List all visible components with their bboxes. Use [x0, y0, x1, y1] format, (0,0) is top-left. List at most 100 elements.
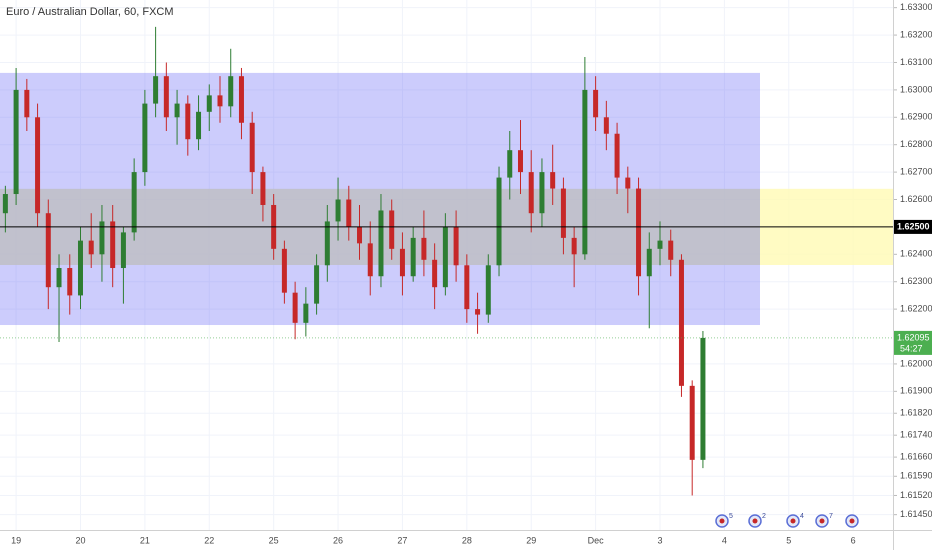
- candle-body: [550, 172, 556, 189]
- y-tick-label: 1.61900: [900, 386, 932, 396]
- candle-body: [2, 194, 8, 214]
- candle-body: [238, 76, 244, 123]
- candle-body: [528, 172, 534, 214]
- candle-body: [185, 103, 191, 140]
- y-tick-label: 1.62000: [900, 358, 932, 368]
- candle-body: [217, 95, 223, 107]
- candle-body: [410, 237, 416, 277]
- candle-body: [13, 89, 19, 195]
- y-tick-label: 1.62200: [900, 303, 932, 313]
- y-tick-label: 1.62300: [900, 276, 932, 286]
- candle-body: [442, 226, 448, 288]
- x-tick-label: 28: [462, 535, 472, 545]
- x-tick-label: 3: [657, 535, 662, 545]
- candle-body: [571, 237, 577, 255]
- candle-body: [367, 243, 373, 277]
- candle-body: [657, 240, 663, 249]
- candle-body: [45, 213, 51, 288]
- candle-body: [603, 117, 609, 134]
- candle-body: [153, 76, 159, 104]
- x-tick-label: Dec: [588, 535, 605, 545]
- candle-body: [539, 172, 545, 214]
- x-tick-label: 19: [11, 535, 21, 545]
- candle-body: [625, 177, 631, 189]
- candle-body: [35, 117, 41, 214]
- x-tick-label: 25: [269, 535, 279, 545]
- candle-body: [560, 188, 566, 238]
- candle-body: [646, 248, 652, 277]
- candle-body: [475, 309, 481, 315]
- candle-body: [99, 221, 105, 255]
- y-tick-label: 1.61590: [900, 471, 932, 481]
- candle-body: [636, 188, 642, 277]
- event-icon-dot: [849, 518, 855, 524]
- event-icon-dot: [719, 518, 725, 524]
- candle-body: [324, 221, 330, 266]
- y-tick-label: 1.61660: [900, 451, 932, 461]
- x-tick-label: 26: [333, 535, 343, 545]
- y-tick-label: 1.62400: [900, 249, 932, 259]
- y-tick-label: 1.61740: [900, 430, 932, 440]
- y-tick-label: 1.62900: [900, 112, 932, 122]
- candle-body: [593, 89, 599, 118]
- candle-body: [110, 221, 116, 269]
- candle-body: [485, 265, 491, 315]
- y-tick-label: 1.62600: [900, 194, 932, 204]
- event-icon-dot: [819, 518, 825, 524]
- candle-body: [614, 133, 620, 178]
- candle-body: [700, 337, 706, 460]
- event-count: 5: [729, 513, 733, 520]
- x-tick-label: 4: [722, 535, 727, 545]
- candle-body: [517, 150, 523, 173]
- candle-body: [378, 210, 384, 277]
- x-tick-label: 22: [204, 535, 214, 545]
- candle-body: [249, 122, 255, 173]
- y-tick-label: 1.61520: [900, 490, 932, 500]
- candle-body: [432, 259, 438, 288]
- hline-label-box: [893, 219, 932, 234]
- candle-body: [292, 292, 298, 323]
- candle-body: [67, 268, 73, 296]
- candle-body: [303, 303, 309, 323]
- candle-body: [206, 95, 212, 112]
- event-icon-dot: [790, 518, 796, 524]
- candle-body: [496, 177, 502, 266]
- y-tick-label: 1.63200: [900, 29, 932, 39]
- candle-body: [507, 150, 513, 178]
- candle-body: [120, 232, 126, 269]
- y-tick-label: 1.63000: [900, 84, 932, 94]
- candle-body: [56, 268, 62, 288]
- candle-body: [389, 210, 395, 249]
- candle-body: [335, 199, 341, 222]
- candle-body: [228, 76, 234, 107]
- candle-body: [131, 172, 137, 233]
- candle-body: [260, 172, 266, 205]
- y-tick-label: 1.61450: [900, 509, 932, 519]
- candle-body: [88, 240, 94, 255]
- candle-body: [196, 111, 202, 140]
- y-tick-label: 1.63100: [900, 57, 932, 67]
- y-tick-label: 1.62700: [900, 166, 932, 176]
- candle-body: [346, 199, 352, 227]
- event-icon-dot: [752, 518, 758, 524]
- candle-body: [399, 248, 405, 277]
- x-tick-label: 20: [75, 535, 85, 545]
- candle-body: [421, 237, 427, 260]
- y-tick-label: 1.61820: [900, 408, 932, 418]
- candle-body: [142, 103, 148, 173]
- event-count: 2: [762, 513, 766, 520]
- event-count: 7: [829, 513, 833, 520]
- candle-body: [453, 226, 459, 266]
- x-tick-label: 6: [851, 535, 856, 545]
- x-tick-label: 29: [526, 535, 536, 545]
- y-tick-label: 1.63300: [900, 2, 932, 12]
- candle-body: [314, 265, 320, 304]
- last-price-box: [893, 330, 932, 355]
- countdown: 54:27: [900, 343, 923, 353]
- y-tick-label: 1.62800: [900, 139, 932, 149]
- candle-body: [24, 89, 30, 118]
- hline-label: 1.62500: [897, 221, 930, 231]
- candle-body: [689, 385, 695, 460]
- candle-body: [582, 89, 588, 255]
